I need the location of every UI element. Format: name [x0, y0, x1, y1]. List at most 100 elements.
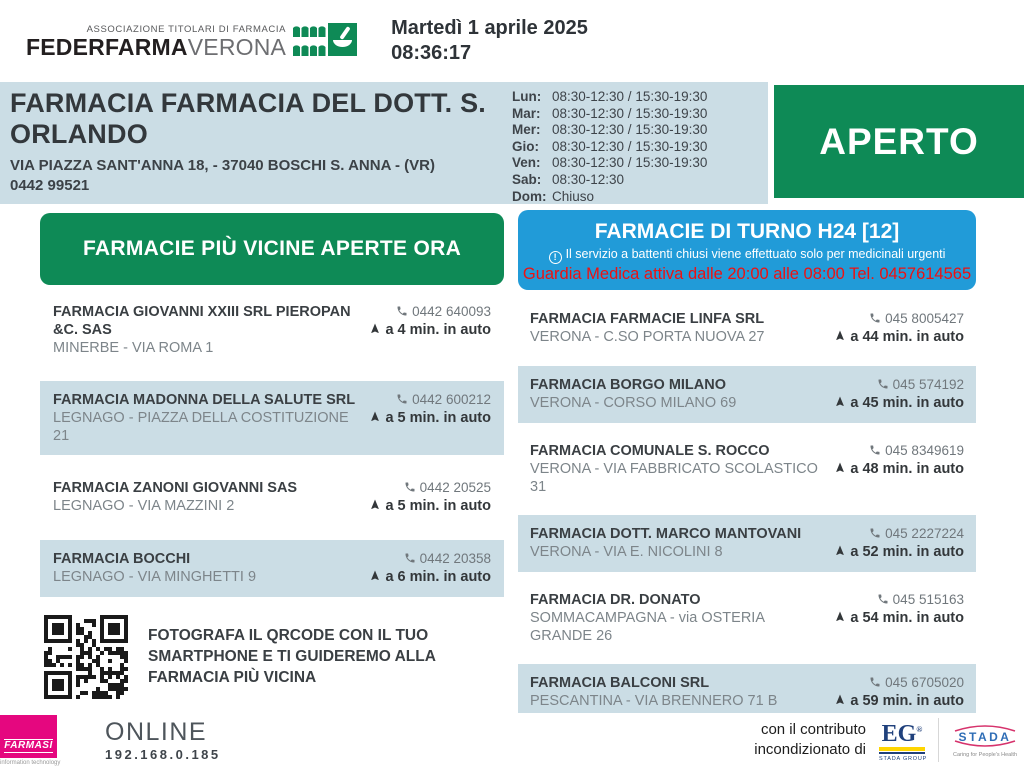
sponsor-block: con il contributo incondizionato di EG® … — [754, 718, 1018, 762]
row-phone: 0442 20525 — [419, 480, 491, 495]
online-status: ONLINE 192.168.0.185 — [105, 718, 221, 762]
qr-code — [40, 611, 132, 708]
row-pharmacy-name: FARMACIA ZANONI GIOVANNI SAS — [53, 480, 298, 496]
pharmacy-row: FARMACIA COMUNALE S. ROCCO VERONA - VIA F… — [518, 432, 976, 506]
row-drive-time: a 44 min. in auto — [850, 329, 964, 345]
row-phone: 045 574192 — [892, 377, 964, 392]
row-drive-time: a 52 min. in auto — [850, 544, 964, 560]
pharmacy-row: FARMACIA MADONNA DELLA SALUTE SRL LEGNAGO… — [40, 381, 504, 455]
row-phone: 0442 640093 — [412, 304, 491, 319]
row-pharmacy-name: FARMACIA GIOVANNI XXIII SRL PIEROPAN &C.… — [53, 304, 351, 338]
call-icon — [405, 482, 415, 492]
row-drive-time: a 5 min. in auto — [385, 410, 491, 426]
duty-notice-text: Il servizio a battenti chiusi viene effe… — [565, 247, 946, 261]
stada-logo: STADA Caring for People's Health — [952, 723, 1018, 758]
hours-day: Sab: — [512, 171, 542, 187]
qr-block: FOTOGRAFA IL QRCODE CON IL TUO SMARTPHON… — [40, 611, 504, 708]
row-drive-time: a 5 min. in auto — [385, 498, 491, 514]
row-pharmacy-name: FARMACIA DR. DONATO — [530, 592, 701, 608]
row-phone: 0442 600212 — [412, 392, 491, 407]
hours-time: Chiuso — [552, 188, 595, 204]
row-pharmacy-name: FARMACIA DOTT. MARCO MANTOVANI — [530, 526, 802, 542]
call-icon — [870, 445, 880, 455]
call-icon — [397, 394, 407, 404]
mortar-pestle-icon — [293, 20, 358, 63]
navigation-arrow-icon — [836, 694, 845, 704]
row-pharmacy-name: FARMACIA MADONNA DELLA SALUTE SRL — [53, 392, 356, 408]
band-gap — [768, 82, 774, 204]
pharmacy-name: FARMACIA FARMACIA DEL DOTT. S. ORLANDO — [10, 88, 486, 149]
hours-row: Mer: 08:30-12:30 / 15:30-19:30 — [512, 122, 768, 139]
row-drive-time: a 54 min. in auto — [850, 610, 964, 626]
call-icon — [870, 313, 880, 323]
pharmacy-row: FARMACIA DR. DONATO SOMMACAMPAGNA - via O… — [518, 581, 976, 655]
row-phone: 0442 20358 — [419, 551, 491, 566]
nearby-header: FARMACIE PIÙ VICINE APERTE ORA — [40, 213, 504, 285]
pharmacy-row: FARMACIA GIOVANNI XXIII SRL PIEROPAN &C.… — [40, 293, 504, 367]
row-pharmacy-location: LEGNAGO - PIAZZA DELLA COSTITUZIONE 21 — [53, 410, 349, 444]
call-icon — [870, 528, 880, 538]
navigation-arrow-icon — [836, 396, 845, 406]
pharmacy-band: FARMACIA FARMACIA DEL DOTT. S. ORLANDO V… — [0, 82, 1024, 204]
hours-day: Mar: — [512, 105, 541, 121]
date-label: Martedì 1 aprile 2025 — [391, 17, 588, 39]
hours-time: 08:30-12:30 / 15:30-19:30 — [552, 89, 708, 104]
row-drive-time: a 6 min. in auto — [385, 569, 491, 585]
row-pharmacy-location: SOMMACAMPAGNA - via OSTERIA GRANDE 26 — [530, 610, 765, 644]
navigation-arrow-icon — [836, 330, 845, 340]
hours-day: Lun: — [512, 89, 542, 104]
hours-time: 08:30-12:30 — [552, 171, 625, 187]
duty-header: FARMACIE DI TURNO H24 [12] ! Il servizio … — [518, 210, 976, 290]
row-phone: 045 2227224 — [885, 526, 964, 541]
footer-divider — [938, 718, 939, 762]
brand-verona: VERONA — [187, 33, 287, 60]
brand-federfarma: FEDERFARMA — [26, 33, 188, 60]
duty-column: FARMACIE DI TURNO H24 [12] ! Il servizio … — [518, 204, 976, 716]
hours-row: Ven: 08:30-12:30 / 15:30-19:30 — [512, 155, 768, 172]
opening-hours: Lun: 08:30-12:30 / 15:30-19:30 Mar: 08:30-1… — [512, 82, 768, 204]
lists-area: FARMACIE PIÙ VICINE APERTE ORA FARMACIA … — [0, 204, 1024, 716]
pharmacy-row: FARMACIA BALCONI SRL PESCANTINA - VIA BRE… — [518, 664, 976, 716]
row-pharmacy-location: VERONA - CORSO MILANO 69 — [530, 395, 737, 411]
eg-subtitle: STADA GROUP — [879, 755, 928, 762]
call-icon — [878, 379, 888, 389]
hours-time: 08:30-12:30 / 15:30-19:30 — [552, 138, 708, 154]
farmasi-logo: FARMASI information technology — [0, 715, 61, 766]
online-label: ONLINE — [105, 718, 208, 746]
contribution-line2: incondizionato di — [754, 741, 866, 758]
hours-day: Ven: — [512, 155, 541, 171]
navigation-arrow-icon — [371, 411, 380, 421]
row-phone: 045 515163 — [892, 592, 964, 607]
row-pharmacy-location: VERONA - C.SO PORTA NUOVA 27 — [530, 329, 765, 345]
association-label: ASSOCIAZIONE TITOLARI DI FARMACIA — [86, 23, 287, 35]
top-header: ASSOCIAZIONE TITOLARI DI FARMACIA FEDERF… — [0, 0, 1024, 82]
eg-logo: EG® STADA GROUP — [879, 719, 928, 762]
stada-wordmark: STADA — [958, 729, 1012, 744]
hours-time: 08:30-12:30 / 15:30-19:30 — [552, 105, 708, 121]
row-drive-time: a 45 min. in auto — [850, 395, 964, 411]
hours-day: Mer: — [512, 122, 541, 138]
call-icon — [405, 553, 415, 563]
alert-circle-icon: ! — [548, 251, 562, 264]
hours-time: 08:30-12:30 / 15:30-19:30 — [552, 155, 708, 171]
pharmacy-address: VIA PIAZZA SANT'ANNA 18, - 37040 BOSCHI … — [10, 157, 436, 174]
row-pharmacy-location: VERONA - VIA FABBRICATO SCOLASTICO 31 — [530, 461, 818, 495]
navigation-arrow-icon — [836, 462, 845, 472]
footer: FARMASI information technology ONLINE 19… — [0, 713, 1024, 768]
row-pharmacy-name: FARMACIA COMUNALE S. ROCCO — [530, 443, 770, 459]
hours-row: Lun: 08:30-12:30 / 15:30-19:30 — [512, 89, 768, 106]
call-icon — [397, 306, 407, 316]
farmasi-subtitle: information technology — [0, 760, 61, 766]
eg-blue-bar — [879, 751, 925, 754]
nearby-list: FARMACIA GIOVANNI XXIII SRL PIEROPAN &C.… — [40, 293, 504, 597]
row-phone: 045 6705020 — [885, 675, 964, 690]
navigation-arrow-icon — [371, 323, 380, 333]
hours-row: Mar: 08:30-12:30 / 15:30-19:30 — [512, 106, 768, 123]
call-icon — [870, 677, 880, 687]
hours-row: Sab: 08:30-12:30 — [512, 172, 768, 189]
pharmacy-row: FARMACIA FARMACIE LINFA SRL VERONA - C.SO… — [518, 300, 976, 357]
guardia-medica-line: Guardia Medica attiva dalle 20:00 alle 0… — [522, 265, 972, 283]
hours-day: Dom: — [512, 188, 547, 204]
row-phone: 045 8349619 — [885, 443, 964, 458]
